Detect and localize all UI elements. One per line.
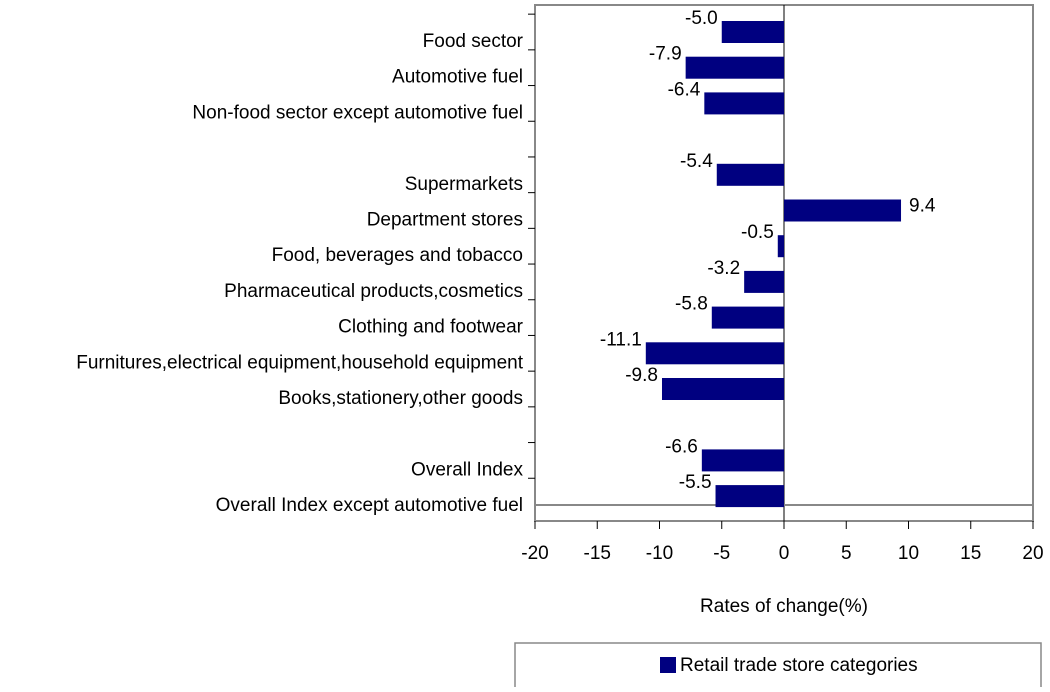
value-label: -9.8 (625, 365, 658, 386)
value-label: -5.4 (680, 151, 713, 172)
value-label: -3.2 (707, 258, 740, 279)
y-tick-label: Automotive fuel (392, 67, 523, 88)
x-tick-label: 20 (1022, 543, 1043, 564)
legend-label: Retail trade store categories (680, 655, 918, 676)
y-tick-label: Supermarkets (405, 174, 523, 195)
bar (784, 199, 902, 222)
x-tick-label: -10 (646, 543, 673, 564)
value-label: -5.5 (679, 472, 712, 493)
value-label: -11.1 (600, 329, 642, 350)
bar (701, 449, 784, 472)
y-tick-label: Food, beverages and tobacco (272, 245, 523, 266)
value-label: 9.4 (909, 196, 936, 217)
bar (685, 56, 784, 79)
y-tick-label: Furnitures,electrical equipment,househol… (76, 352, 523, 373)
bar (721, 21, 784, 43)
y-tick-label: Food sector (423, 31, 524, 52)
x-tick-label: 5 (841, 543, 852, 564)
y-tick-label: Overall Index (411, 459, 523, 480)
y-tick-label: Department stores (367, 210, 523, 231)
value-label: -5.8 (675, 294, 708, 315)
x-tick-label: -15 (584, 543, 611, 564)
y-tick-label: Non-food sector except automotive fuel (192, 102, 523, 123)
x-axis-label: Rates of change(%) (700, 596, 868, 617)
y-tick-label: Pharmaceutical products,cosmetics (224, 281, 523, 302)
y-tick-label: Clothing and footwear (338, 317, 524, 338)
bar (704, 92, 784, 115)
y-tick-label: Overall Index except automotive fuel (216, 495, 523, 516)
x-tick-label: 15 (960, 543, 981, 564)
x-tick-label: -5 (713, 543, 730, 564)
value-label: -7.9 (649, 44, 682, 65)
bar (715, 485, 784, 508)
value-label: -6.4 (668, 79, 701, 100)
legend-swatch (660, 657, 676, 673)
bar (777, 235, 784, 258)
bar (661, 378, 784, 400)
x-tick-label: 10 (898, 543, 919, 564)
value-label: -6.6 (665, 436, 698, 457)
bar (645, 342, 784, 365)
bar (716, 163, 784, 186)
x-tick-label: 0 (779, 543, 790, 564)
x-tick-label: -20 (521, 543, 548, 564)
value-label: -5.0 (685, 8, 718, 29)
bar (744, 270, 784, 293)
value-label: -0.5 (741, 222, 774, 243)
y-tick-label: Books,stationery,other goods (278, 388, 523, 409)
bar (711, 306, 784, 329)
